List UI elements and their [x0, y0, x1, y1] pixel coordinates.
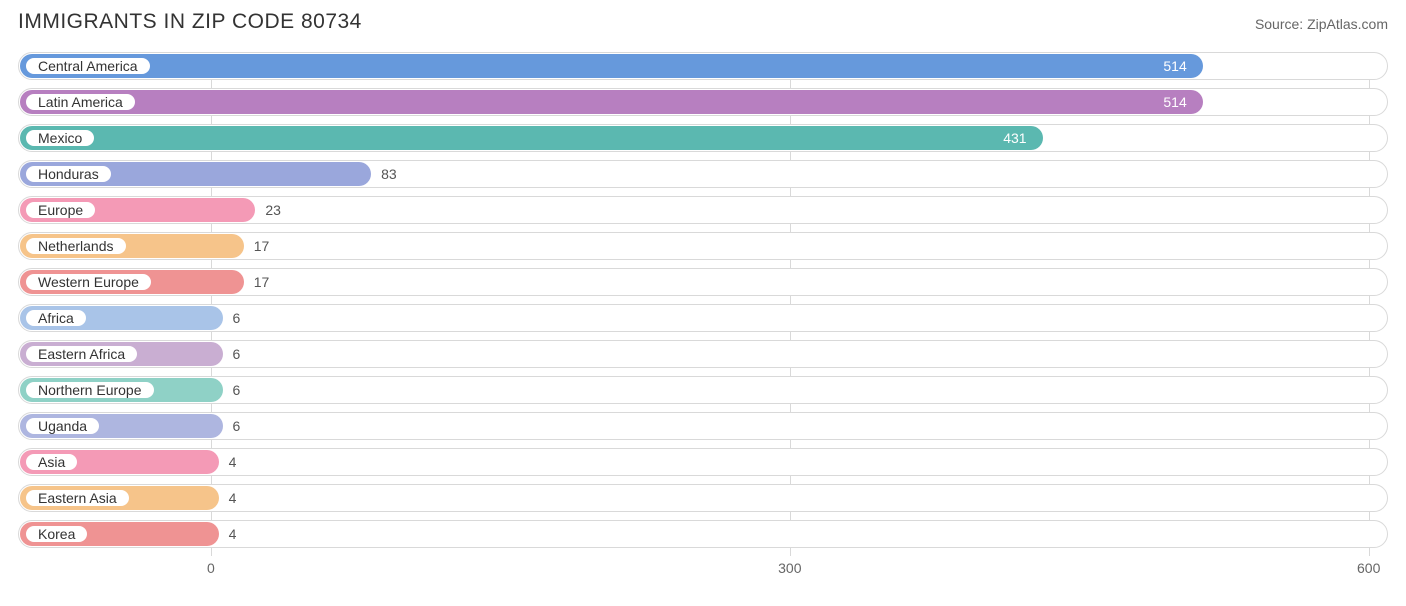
- bar-row: Northern Europe 6: [18, 376, 1388, 404]
- bar-row: Netherlands 17: [18, 232, 1388, 260]
- bar-value-label: 4: [219, 484, 237, 512]
- bar-category-label: Northern Europe: [24, 380, 156, 400]
- bar-value-label: 4: [219, 520, 237, 548]
- bar-value-label: 431: [18, 124, 1041, 152]
- bar-value-label: 23: [255, 196, 281, 224]
- x-axis-tick: 600: [1357, 560, 1380, 576]
- chart-header: IMMIGRANTS IN ZIP CODE 80734 Source: Zip…: [18, 10, 1388, 34]
- x-axis: 0 300 600: [18, 556, 1388, 580]
- plot-area: Central America514 Latin America514 Mexico…: [18, 52, 1388, 580]
- bar-row: Uganda 6: [18, 412, 1388, 440]
- chart-title: IMMIGRANTS IN ZIP CODE 80734: [18, 10, 362, 34]
- bar-row: Eastern Africa 6: [18, 340, 1388, 368]
- bar-value-label: 4: [219, 448, 237, 476]
- bar-category-label: Netherlands: [24, 236, 128, 256]
- bar-category-label: Asia: [24, 452, 79, 472]
- bar-category-label: Uganda: [24, 416, 101, 436]
- x-axis-tick: 0: [207, 560, 215, 576]
- bar-row: Africa 6: [18, 304, 1388, 332]
- bar-row: Western Europe 17: [18, 268, 1388, 296]
- bar-category-label: Eastern Asia: [24, 488, 131, 508]
- bar-value-label: 17: [244, 268, 270, 296]
- bar-value-label: 6: [223, 376, 241, 404]
- bar-category-label: Eastern Africa: [24, 344, 139, 364]
- bar-row: Eastern Asia 4: [18, 484, 1388, 512]
- bar-row: Korea 4: [18, 520, 1388, 548]
- bar-value-label: 83: [371, 160, 397, 188]
- bar-row: Europe 23: [18, 196, 1388, 224]
- bar-category-label: Honduras: [24, 164, 113, 184]
- bar-row: Asia 4: [18, 448, 1388, 476]
- bar-value-label: 514: [18, 88, 1201, 116]
- x-axis-tick: 300: [778, 560, 801, 576]
- bar-value-label: 6: [223, 340, 241, 368]
- bar-row: Honduras 83: [18, 160, 1388, 188]
- bar-value-label: 6: [223, 412, 241, 440]
- bar-row: Mexico431: [18, 124, 1388, 152]
- bar-row: Central America514: [18, 52, 1388, 80]
- bar-category-label: Western Europe: [24, 272, 153, 292]
- bar-category-label: Korea: [24, 524, 89, 544]
- bar-value-label: 17: [244, 232, 270, 260]
- chart-container: IMMIGRANTS IN ZIP CODE 80734 Source: Zip…: [0, 0, 1406, 606]
- bar-category-label: Africa: [24, 308, 88, 328]
- bar-value-label: 514: [18, 52, 1201, 80]
- chart-source: Source: ZipAtlas.com: [1255, 16, 1388, 32]
- bar-category-label: Europe: [24, 200, 97, 220]
- bar-row: Latin America514: [18, 88, 1388, 116]
- bar-value-label: 6: [223, 304, 241, 332]
